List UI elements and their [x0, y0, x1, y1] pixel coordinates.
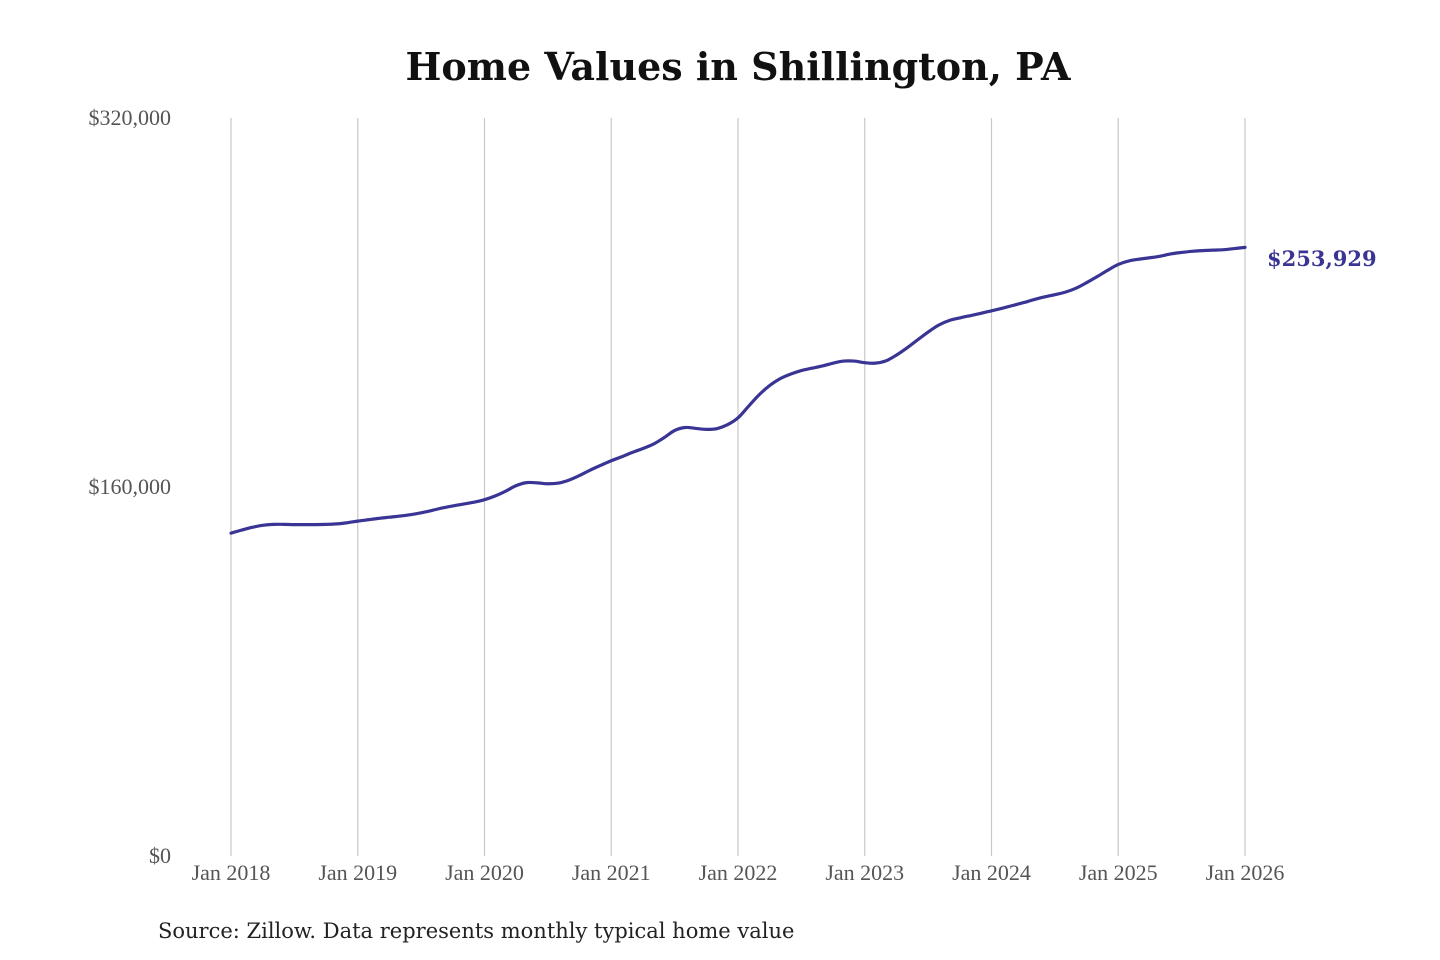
x-tick-label-3: Jan 2021: [572, 860, 651, 885]
x-tick-label-0: Jan 2018: [192, 860, 271, 885]
x-tick-label-2: Jan 2020: [445, 860, 524, 885]
x-tick-label-6: Jan 2024: [952, 860, 1031, 885]
y-tick-label-0: $0: [149, 843, 171, 868]
x-tick-label-5: Jan 2023: [825, 860, 904, 885]
source-note: Source: Zillow. Data represents monthly …: [158, 919, 794, 943]
chart-title: Home Values in Shillington, PA: [406, 44, 1071, 89]
vertical-gridlines: [230, 118, 1246, 856]
x-axis: Jan 2018 Jan 2019 Jan 2020 Jan 2021 Jan 2022…: [192, 860, 1285, 885]
y-tick-label-2: $320,000: [89, 105, 172, 130]
x-tick-label-8: Jan 2026: [1206, 860, 1285, 885]
end-value-label: $253,929: [1267, 246, 1377, 271]
y-tick-label-1: $160,000: [89, 474, 172, 499]
x-tick-label-4: Jan 2022: [699, 860, 778, 885]
series-line-0: [229, 245, 1247, 535]
series-layer: [229, 245, 1247, 535]
x-tick-label-1: Jan 2019: [318, 860, 397, 885]
x-tick-label-7: Jan 2025: [1079, 860, 1158, 885]
y-axis: $0 $160,000 $320,000: [89, 105, 172, 868]
